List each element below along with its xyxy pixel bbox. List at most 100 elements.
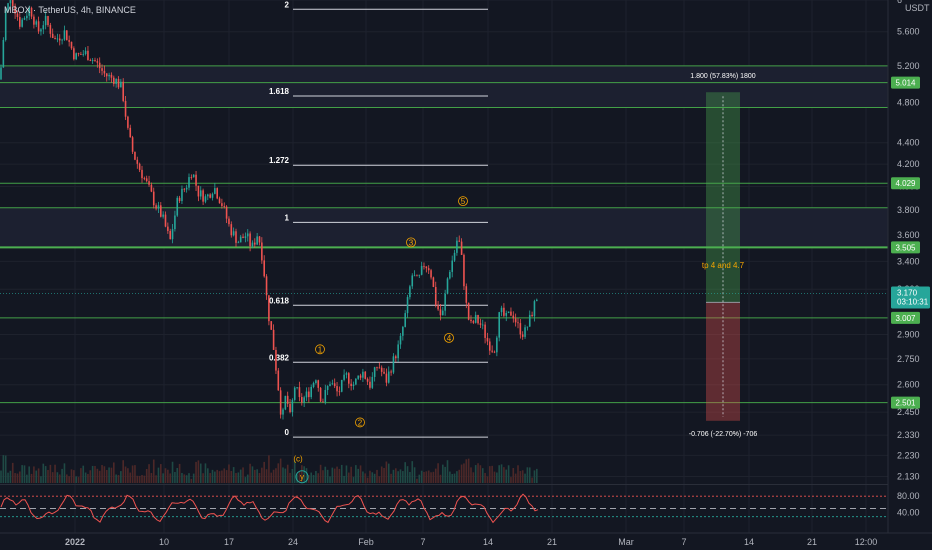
candle-body	[275, 349, 277, 371]
time-tick-label: 7	[420, 537, 425, 547]
candle-body	[96, 61, 99, 63]
volume-bar	[87, 473, 89, 483]
level-price-tag	[891, 76, 920, 89]
candle-body	[115, 78, 117, 84]
candle-body	[528, 314, 531, 327]
volume-bar	[284, 468, 287, 483]
horizontal-levels[interactable]	[0, 65, 888, 404]
candle-body	[376, 367, 378, 369]
volume-bar	[258, 473, 261, 483]
candle-body	[254, 242, 256, 245]
volume-bar	[251, 466, 254, 483]
candle-body	[73, 48, 75, 60]
volume-bar	[364, 473, 367, 483]
candle-body	[101, 68, 103, 71]
volume-bar	[143, 475, 146, 483]
candle-body	[197, 185, 200, 197]
candle-body	[533, 301, 536, 317]
volume-bar	[152, 459, 155, 483]
volume-bar	[423, 471, 425, 483]
wave-circle	[444, 332, 454, 343]
current-price-countdown: 03:10:31	[897, 298, 929, 307]
volume-bar	[411, 461, 414, 483]
candle-body	[216, 188, 218, 199]
osc-tick-label: 80.00	[897, 491, 920, 501]
volume-bar	[479, 465, 482, 483]
candle-body	[496, 337, 498, 353]
candle-body	[286, 395, 289, 404]
candle-body	[449, 271, 451, 279]
volume-bar	[517, 465, 519, 483]
candle-body	[491, 350, 493, 352]
volume-bar	[312, 474, 315, 483]
volume-bar	[26, 474, 28, 483]
price-axis[interactable]: 65.6005.2004.8004.4004.2004.0003.8003.60…	[0, 0, 932, 533]
candle-body	[352, 384, 355, 387]
candle-body	[446, 278, 449, 294]
candle-body	[296, 387, 298, 388]
candle-body	[134, 151, 136, 160]
price-tick-label: 4.800	[897, 98, 920, 108]
volume-bar	[322, 470, 324, 483]
volume-bar	[190, 478, 193, 483]
volume-bar	[58, 474, 61, 483]
candle-body	[326, 386, 329, 390]
candle-body	[14, 5, 16, 14]
time-tick-label: 14	[483, 537, 493, 547]
symbol-legend[interactable]: MBOX · TetherUS, 4h, BINANCE	[4, 5, 136, 15]
volume-bar	[103, 466, 106, 483]
volume-bar	[261, 467, 263, 483]
candle-body	[54, 38, 56, 40]
volume-bar	[199, 463, 202, 483]
volume-bar	[195, 461, 197, 483]
time-tick-label: 10	[159, 537, 169, 547]
candle-body	[348, 373, 350, 384]
candle-body	[263, 260, 265, 277]
candle-body	[312, 383, 315, 387]
volume-bar	[270, 472, 273, 483]
candle-body	[192, 174, 195, 178]
candle-body	[406, 297, 409, 314]
candle-body	[237, 242, 240, 244]
volume-bar	[390, 473, 392, 483]
volume-bar	[176, 467, 179, 483]
candle-body	[265, 276, 268, 296]
volume-bar	[444, 466, 446, 483]
volume-bar	[263, 461, 265, 483]
candle-body	[235, 231, 237, 243]
volume-bar	[141, 475, 143, 483]
wave-circle	[355, 417, 365, 428]
price-axis-background	[888, 0, 932, 533]
volume-bar	[355, 465, 357, 483]
candle-body	[486, 337, 489, 342]
candle-body	[244, 236, 247, 239]
fibonacci-extension[interactable]: 2 1.618 1.272 1 0.618 0.382 0	[269, 0, 488, 438]
volume-bar	[453, 473, 456, 483]
volume-bar	[117, 475, 120, 483]
time-axis[interactable]: 2022 10 17 24 Feb 7 14 21 Mar 7 14 21 12:00	[0, 532, 932, 550]
candle-body	[282, 409, 284, 415]
volume-bar	[120, 471, 122, 483]
price-tick-label: 4.200	[897, 159, 920, 169]
volume-bar	[465, 459, 468, 483]
volume-bar	[19, 471, 21, 483]
volume-bar	[366, 477, 369, 483]
candle-body	[49, 25, 52, 34]
candle-body	[228, 218, 230, 225]
time-tick-label: 2022	[65, 537, 85, 547]
volume-bar	[301, 465, 303, 483]
candle-body	[418, 274, 421, 276]
candle-body	[171, 229, 174, 240]
volume-bar	[197, 460, 200, 483]
long-position-tool[interactable]: 1.800 (57.83%) 1800 -0.706 (-22.70%) -706…	[689, 73, 758, 438]
candle-body	[392, 356, 395, 373]
price-tick-label: 2.600	[897, 380, 920, 390]
volume-bar	[40, 476, 42, 483]
volume-bar	[439, 474, 442, 483]
candle-body	[432, 277, 435, 287]
candle-body	[413, 275, 416, 277]
volume-bar	[96, 468, 99, 483]
candle-body	[293, 387, 296, 400]
volume-bar	[348, 472, 350, 483]
